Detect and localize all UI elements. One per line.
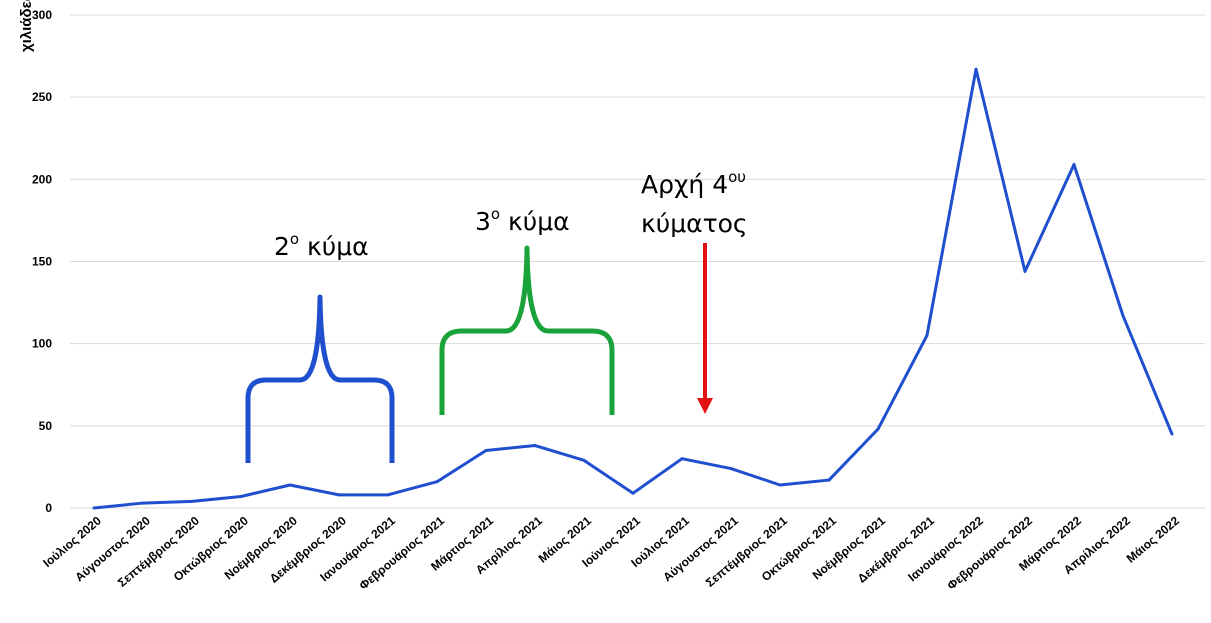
- data-point: [533, 444, 537, 448]
- data-point: [1121, 314, 1125, 318]
- data-point: [974, 67, 978, 71]
- x-tick-label: Σεπτέμβριος 2020: [115, 513, 202, 589]
- wave-4-arrow-head: [697, 398, 713, 414]
- y-axis-label: χιλιάδες: [18, 0, 35, 52]
- data-point: [1170, 432, 1174, 436]
- data-point: [337, 493, 341, 497]
- data-point: [876, 427, 880, 431]
- wave-3-annotation: 3ο κύμα: [439, 205, 615, 415]
- data-point: [925, 333, 929, 337]
- x-tick-label: Φεβρουάριος 2021: [356, 513, 447, 592]
- wave-4-label-line2: κύματος: [641, 209, 748, 238]
- series-layer: [92, 67, 1174, 510]
- data-point: [288, 483, 292, 487]
- y-tick-label: 0: [45, 501, 52, 515]
- y-tick-label: 50: [39, 419, 53, 433]
- data-point: [582, 458, 586, 462]
- wave-4-label-line1: Αρχή 4ου: [641, 168, 746, 199]
- wave-2-brace: [245, 294, 395, 463]
- data-point: [1072, 163, 1076, 167]
- y-tick-label: 100: [32, 337, 52, 351]
- data-point: [239, 494, 243, 498]
- data-point: [435, 480, 439, 484]
- y-tick-label: 300: [32, 8, 52, 22]
- x-tick-label: Φεβρουάριος 2022: [944, 513, 1035, 592]
- x-tick-label: Σεπτέμβριος 2021: [703, 513, 790, 589]
- gridlines: [70, 14, 1205, 509]
- wave-2-annotation: 2ο κύμα: [245, 230, 395, 463]
- x-tick-label: Μάιος 2022: [1124, 513, 1183, 565]
- data-point: [141, 501, 145, 505]
- y-tick-label: 200: [32, 172, 52, 186]
- data-point: [484, 448, 488, 452]
- wave-3-label: 3ο κύμα: [475, 205, 570, 236]
- y-tick-label: 250: [32, 90, 52, 104]
- data-point: [1023, 269, 1027, 273]
- wave-4-start-annotation: Αρχή 4ου κύματος: [641, 168, 748, 414]
- data-point: [827, 478, 831, 482]
- wave-2-label: 2ο κύμα: [274, 230, 369, 261]
- data-point: [386, 493, 390, 497]
- data-point: [680, 457, 684, 461]
- data-point: [92, 506, 96, 510]
- wave-3-brace: [439, 245, 615, 415]
- data-point: [631, 491, 635, 495]
- data-point: [778, 483, 782, 487]
- y-axis-ticks: 0 50 100 150 200 250 300: [32, 8, 52, 515]
- series-line: [93, 67, 1174, 510]
- data-point: [190, 499, 194, 503]
- data-point: [729, 467, 733, 471]
- y-tick-label: 150: [32, 255, 52, 269]
